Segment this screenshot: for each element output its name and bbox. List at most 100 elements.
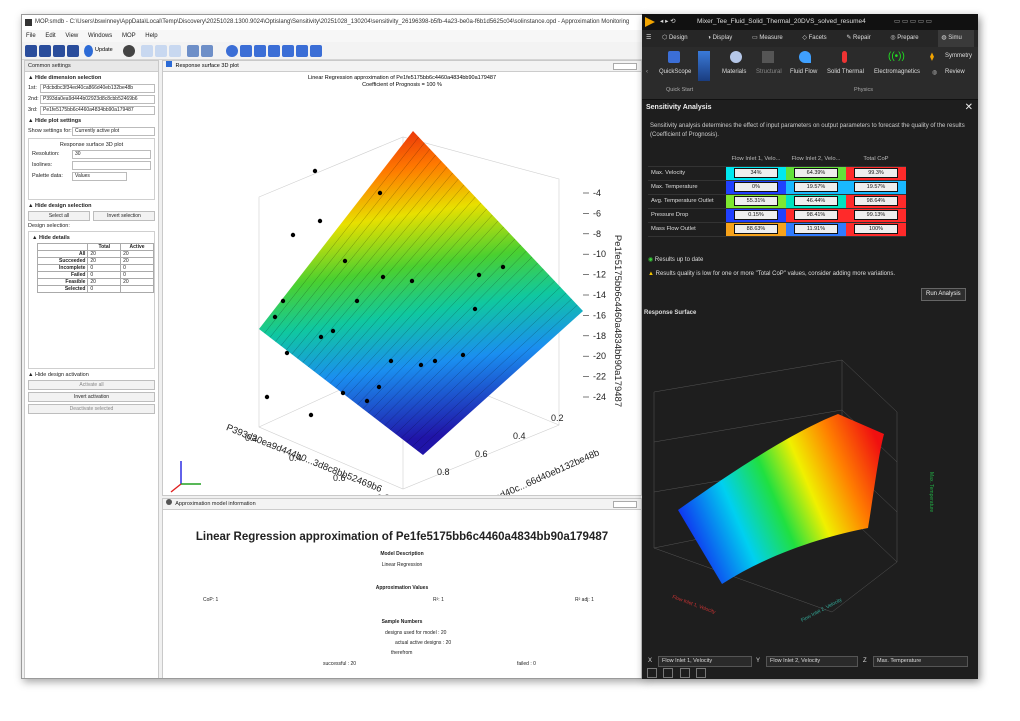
materials-button[interactable]: Materials	[722, 69, 747, 75]
dim-1-select[interactable]: Pdcbdbc3f34ed40ca866d40eb132be48b	[40, 83, 155, 93]
camera-icon[interactable]	[296, 45, 308, 57]
r2adj-value: 1	[591, 597, 594, 603]
response-surface-3d-view[interactable]: Max. Temperature Flow Inlet 1, Velocity …	[642, 322, 978, 652]
activate-all-button[interactable]: Activate all	[28, 380, 155, 390]
info-heading: Linear Regression approximation of Pe1fe…	[195, 531, 609, 543]
review-button[interactable]: Review	[945, 69, 965, 75]
menu-windows[interactable]: Windows	[87, 33, 113, 39]
menu-view[interactable]: View	[65, 33, 79, 39]
hand-icon[interactable]	[268, 45, 280, 57]
plot-section-toggle[interactable]: ▲ Hide plot settings	[28, 118, 82, 124]
show-settings-label: Show settings for:	[28, 128, 72, 134]
surface-icon[interactable]	[187, 45, 199, 57]
zoom-icon[interactable]	[254, 45, 266, 57]
dim-2-select[interactable]: P393da0ea9d444b02923d8c8cbb52469b6	[40, 94, 155, 104]
solid-thermal-button[interactable]: Solid Thermal	[827, 69, 864, 75]
export-icon[interactable]	[67, 45, 79, 57]
select-all-button[interactable]: Select all	[28, 211, 90, 221]
status-warn-row: ▲ Results quality is low for one or more…	[648, 271, 895, 277]
list-icon[interactable]	[25, 45, 37, 57]
quickscope-button[interactable]: QuickScope	[659, 69, 692, 75]
tab-repair[interactable]: ✎ Repair	[846, 30, 879, 47]
split-icon[interactable]	[155, 45, 167, 57]
details-toggle[interactable]: ▲ Hide details	[32, 235, 70, 241]
select-mode-icon[interactable]	[696, 668, 707, 678]
gear-icon[interactable]	[226, 45, 238, 57]
tab-measure[interactable]: ▭ Measure	[752, 30, 792, 47]
sensitivity-cell: 98.41%	[786, 208, 846, 223]
tab-menu-icon[interactable]: ☰	[646, 35, 652, 41]
response-surface-3d-chart[interactable]: -4 -6 -8 -10 -12 -14 -16 -18 -20 -22 -24 Pe1fe5175…	[163, 89, 641, 495]
y-axis-selector-label: Y	[756, 658, 761, 664]
approximation-values-label: Approximation Values	[375, 585, 429, 591]
z-tick-label: -8	[593, 229, 601, 239]
plot-panel-icon	[166, 61, 172, 67]
z-axis-select[interactable]: Max. Temperature	[873, 656, 968, 667]
settings-icon[interactable]	[123, 45, 135, 57]
menu-mop[interactable]: MOP	[121, 33, 136, 39]
dim-3-select[interactable]: Pe1fe5175bb6c4460a4834bb90a179487	[40, 105, 155, 115]
pan-icon[interactable]	[240, 45, 252, 57]
quick-access-icons[interactable]: ◂ ▸ ⟲	[660, 18, 676, 25]
tab-design[interactable]: ⬡ Design	[662, 30, 697, 47]
open-icon[interactable]	[39, 45, 51, 57]
run-analysis-button[interactable]: Run Analysis	[921, 288, 966, 301]
toolbar: Update	[22, 42, 642, 60]
deactivate-selected-button[interactable]: Deactivate selected	[28, 404, 155, 414]
design-section-toggle[interactable]: ▲ Hide design selection	[28, 203, 92, 209]
grid-icon[interactable]	[169, 45, 181, 57]
fit-icon[interactable]	[282, 45, 294, 57]
resolution-label: Resolution:	[32, 151, 60, 157]
isoline	[346, 226, 504, 397]
isolines-input[interactable]	[72, 160, 151, 170]
select-icon[interactable]	[310, 45, 322, 57]
resolution-spinbox[interactable]: 30	[72, 149, 151, 159]
ribbon-scroll-left-icon[interactable]: ‹	[646, 69, 648, 75]
tab-display[interactable]: ◑ Display	[707, 30, 741, 47]
close-icon[interactable]: ✕	[964, 102, 973, 113]
y-axis-select[interactable]: Flow Inlet 2, Velocity	[766, 656, 858, 667]
row-active: 20	[120, 257, 154, 265]
update-button[interactable]: Update	[95, 47, 113, 53]
sensitivity-table: Flow Inlet 1, Velo... Flow Inlet 2, Velo.…	[648, 152, 906, 237]
isoline	[390, 274, 550, 430]
discovery-title-bar: ◂ ▸ ⟲ Mixer_Tee_Fluid_Solid_Thermal_20DV…	[642, 14, 978, 30]
info-window-buttons[interactable]	[613, 501, 637, 508]
z-tick-label: -10	[593, 249, 606, 259]
dimension-section-toggle[interactable]: ▲ Hide dimension selection	[28, 75, 102, 81]
sensitivity-row: Max. Velocity 34% 64.39% 99.3%	[648, 166, 906, 181]
refresh-icon[interactable]	[84, 45, 93, 57]
tab-prepare[interactable]: ◎ Prepare	[890, 30, 927, 47]
rotate-icon[interactable]	[201, 45, 213, 57]
tab-facets[interactable]: ◇ Facets	[802, 30, 835, 47]
menu-help[interactable]: Help	[145, 33, 158, 39]
symmetry-button[interactable]: Symmetry	[945, 53, 972, 59]
layers-icon[interactable]	[679, 668, 690, 678]
tab-simulation[interactable]: ◍ Simu	[938, 30, 974, 47]
ribbon-tabs: ☰ ⬡ Design ◑ Display ▭ Measure ◇ Facets …	[642, 30, 978, 47]
window-title-text: MOP.smdb - C:\Users\bswinney\AppData\Loc…	[35, 19, 630, 25]
save-icon[interactable]	[53, 45, 65, 57]
activation-section-toggle[interactable]: ▲ Hide design activation	[28, 372, 89, 378]
x-axis-select[interactable]: Flow Inlet 1, Velocity	[658, 656, 752, 667]
structural-button[interactable]: Structural	[756, 69, 782, 75]
layout-icon[interactable]	[141, 45, 153, 57]
model-description-value: Linear Regression	[381, 562, 423, 568]
header-cell	[36, 243, 89, 251]
design-point	[380, 274, 386, 280]
home-icon[interactable]	[647, 668, 657, 678]
electromagnetics-button[interactable]: Electromagnetics	[874, 69, 921, 75]
view-icon[interactable]	[663, 668, 674, 678]
panel-window-buttons[interactable]	[613, 63, 637, 70]
show-settings-select[interactable]: Currently active plot	[72, 126, 155, 136]
fluid-flow-button[interactable]: Fluid Flow	[790, 69, 818, 75]
menu-edit[interactable]: Edit	[45, 33, 56, 39]
sensitivity-cell: 11.91%	[786, 222, 846, 237]
invert-activation-button[interactable]: Invert activation	[28, 392, 155, 402]
window-controls[interactable]: ▭ ▭ ▭ ▭ ▭	[894, 18, 932, 25]
quickscope-icon	[668, 51, 680, 63]
menu-file[interactable]: File	[26, 33, 36, 39]
invert-selection-button[interactable]: Invert selection	[93, 211, 155, 221]
palette-select[interactable]: Values	[72, 171, 127, 181]
isoline	[329, 208, 487, 384]
